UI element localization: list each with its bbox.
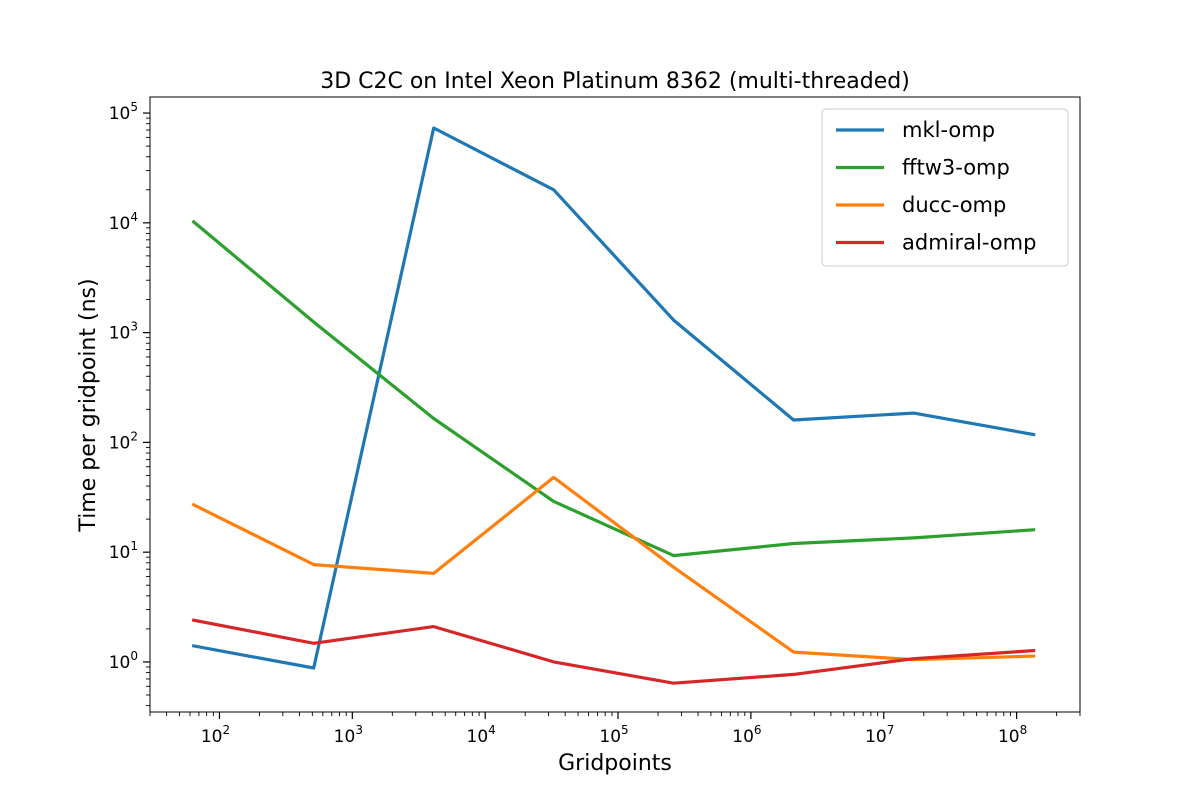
- x-tick-label: 108: [998, 723, 1027, 747]
- legend-label-admiral-omp: admiral-omp: [902, 231, 1036, 255]
- series-line-mkl-omp: [191, 126, 1036, 670]
- x-tick-label: 107: [865, 723, 894, 747]
- y-tick-label: 102: [109, 429, 138, 453]
- series-layer: [191, 126, 1036, 685]
- y-tick-label: 100: [109, 649, 138, 673]
- y-tick-label: 105: [109, 100, 138, 124]
- x-tick-label: 102: [201, 723, 230, 747]
- x-axis-title: Gridpoints: [558, 751, 672, 776]
- legend-label-mkl-omp: mkl-omp: [902, 118, 995, 142]
- x-tick-label: 104: [467, 723, 496, 747]
- ticks-layer: 102 103 104 105 106 107 108 100 101 102 103 104 105: [109, 100, 1081, 747]
- series-line-fftw3-omp: [191, 219, 1036, 558]
- y-tick-label: 104: [109, 210, 138, 234]
- x-tick-label: 106: [732, 723, 761, 747]
- x-tick-label: 105: [599, 723, 628, 747]
- y-tick-label: 101: [109, 539, 138, 563]
- y-axis-title: Time per gridpoint (ns): [76, 278, 101, 532]
- axes-layer: [149, 96, 1081, 713]
- axes-frame: [149, 96, 1081, 713]
- series-line-ducc-omp: [191, 475, 1036, 662]
- series-line-admiral-omp: [191, 618, 1036, 685]
- legend-box: [821, 108, 1069, 267]
- chart-title: 3D C2C on Intel Xeon Platinum 8362 (mult…: [320, 69, 910, 94]
- y-tick-label: 103: [109, 320, 138, 344]
- legend-label-ducc-omp: ducc-omp: [902, 193, 1006, 217]
- legend-label-fftw3-omp: fftw3-omp: [902, 156, 1010, 180]
- legend: mkl-omp fftw3-omp ducc-omp admiral-omp: [821, 108, 1069, 267]
- x-tick-label: 103: [334, 723, 363, 747]
